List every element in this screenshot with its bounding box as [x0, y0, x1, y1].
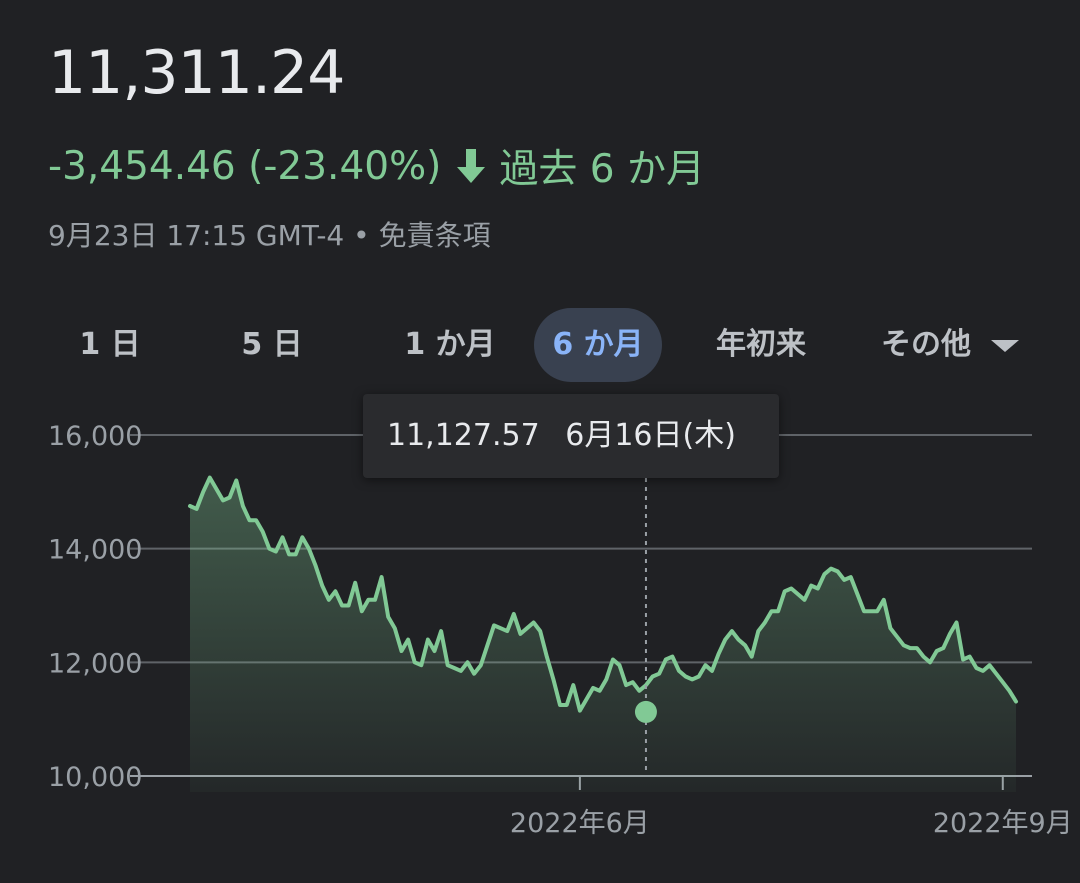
series-area [190, 477, 1016, 792]
tooltip-date: 6月16日(木) [565, 418, 736, 453]
change-period: 過去 6 か月 [499, 147, 705, 192]
y-tick-label: 12,000 [48, 648, 142, 679]
y-tick-label: 14,000 [48, 535, 142, 566]
chart-tooltip: 11,127.57 6月16日(木) [363, 394, 779, 478]
x-tick-label: 2022年9月 [933, 808, 1073, 839]
tab-more-label: その他 [881, 327, 971, 362]
caret-down-icon [991, 339, 1019, 352]
timestamp: 9月23日 17:15 GMT-4 [48, 219, 345, 252]
y-tick-label: 16,000 [48, 421, 142, 452]
change-value: -3,454.46 (-23.40%) [48, 143, 442, 189]
tab-5-day[interactable]: 5 日 [241, 327, 303, 362]
disclaimer-link[interactable]: 免責条項 [378, 219, 491, 252]
quote-meta: 9月23日 17:15 GMT-4 • 免責条項 [48, 214, 491, 254]
arrow-down-icon [457, 149, 486, 183]
tab-6-month[interactable]: 6 か月 [534, 308, 662, 382]
y-tick-label: 10,000 [48, 762, 142, 793]
x-tick-label: 2022年6月 [510, 808, 650, 839]
price-change: -3,454.46 (-23.40%) 過去 6 か月 [48, 138, 705, 194]
meta-separator: • [353, 219, 370, 252]
series-line [188, 475, 1018, 713]
range-tabs: 1 日 5 日 1 か月 6 か月 年初来 その他 [40, 308, 1050, 382]
tab-more[interactable]: その他 [860, 308, 1040, 382]
highlight-point [634, 700, 657, 723]
tab-1-day[interactable]: 1 日 [79, 327, 141, 362]
tab-1-month[interactable]: 1 か月 [404, 327, 496, 362]
tab-ytd[interactable]: 年初来 [716, 327, 806, 362]
tooltip-value: 11,127.57 [387, 418, 540, 453]
current-price: 11,311.24 [48, 38, 345, 108]
